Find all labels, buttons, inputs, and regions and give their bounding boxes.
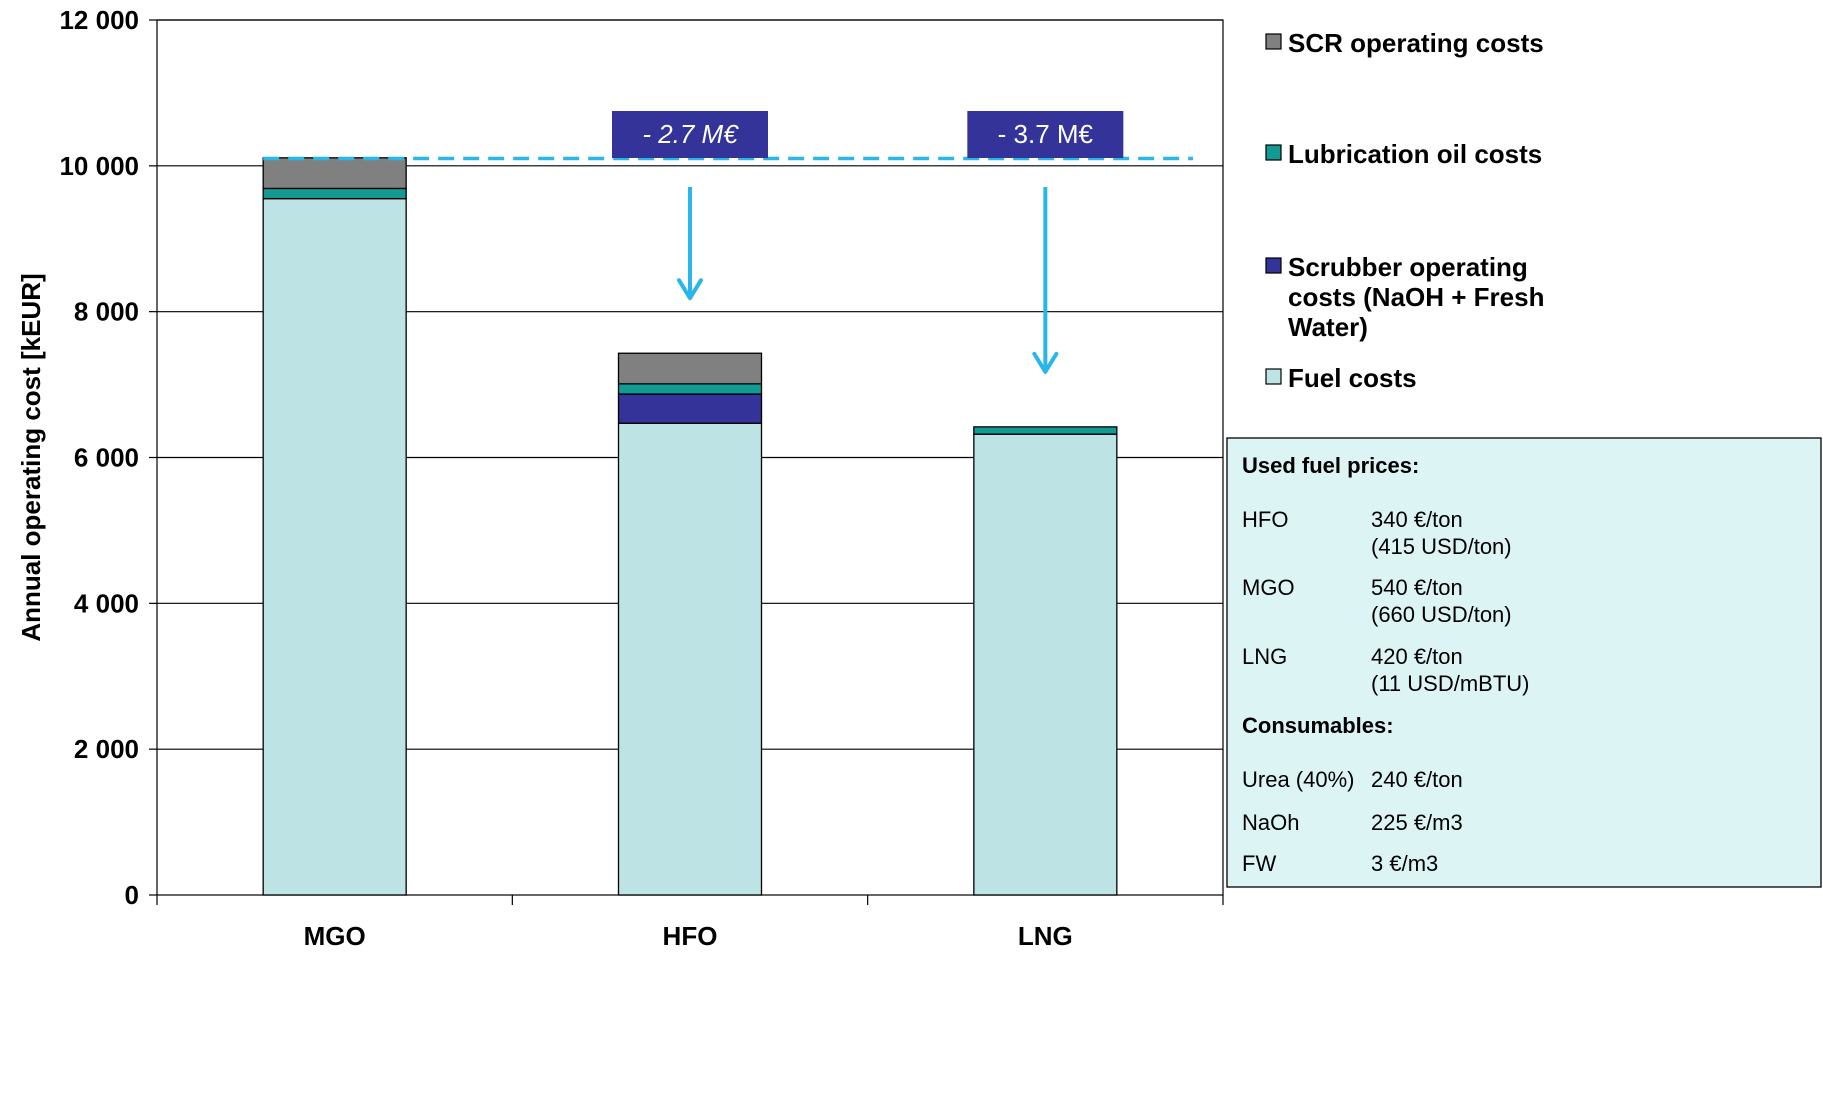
bar-segment [262, 157, 407, 190]
legend-label: Fuel costs [1288, 363, 1417, 393]
x-category-label: MGO [304, 921, 366, 951]
info-heading-fuel: Used fuel prices: [1242, 453, 1419, 478]
consumable-price: 3 €/m3 [1371, 851, 1438, 876]
y-tick-label: 0 [125, 880, 139, 910]
bar-segment [617, 352, 763, 385]
fuel-price: 540 €/ton [1371, 575, 1463, 600]
x-category-label: HFO [663, 921, 718, 951]
savings-label: - 2.7 M€ [642, 119, 739, 149]
fuel-name: HFO [1242, 507, 1288, 532]
y-tick-label: 8 000 [74, 297, 139, 327]
consumable-name: FW [1242, 851, 1276, 876]
legend-label: Scrubber operating [1288, 252, 1528, 282]
bar-segment [617, 422, 763, 896]
legend-swatch [1265, 257, 1282, 274]
consumable-price: 225 €/m3 [1371, 810, 1463, 835]
y-tick-label: 2 000 [74, 734, 139, 764]
bar-segment [262, 187, 407, 200]
fuel-price: 340 €/ton [1371, 507, 1463, 532]
fuel-price-usd: (11 USD/mBTU) [1371, 671, 1530, 696]
fuel-name: MGO [1242, 575, 1295, 600]
fuel-price-usd: (415 USD/ton) [1371, 534, 1512, 559]
info-box [1226, 437, 1822, 888]
bar-segment [973, 426, 1118, 435]
legend-label: SCR operating costs [1288, 28, 1544, 58]
fuel-price-usd: (660 USD/ton) [1371, 602, 1512, 627]
bar-segment [973, 433, 1118, 896]
y-axis-title: Annual operating cost [kEUR] [16, 273, 46, 641]
legend-label: costs (NaOH + Fresh [1288, 282, 1544, 312]
fuel-price: 420 €/ton [1371, 644, 1463, 669]
y-tick-label: 10 000 [59, 151, 139, 181]
legend-swatch [1265, 33, 1282, 50]
savings-box [612, 111, 768, 158]
savings-box [967, 111, 1124, 158]
bar-segment [617, 383, 763, 395]
bar-segment [617, 393, 763, 424]
consumable-name: Urea (40%) [1242, 767, 1354, 792]
consumable-name: NaOh [1242, 810, 1299, 835]
savings-arrowhead [677, 278, 703, 301]
savings-arrowhead [1032, 351, 1059, 374]
y-tick-label: 4 000 [74, 588, 139, 618]
savings-label: - 3.7 M€ [998, 119, 1094, 149]
y-tick-label: 6 000 [74, 443, 139, 473]
bar-segment [262, 197, 407, 896]
legend-label: Water) [1288, 312, 1368, 342]
fuel-name: LNG [1242, 644, 1287, 669]
legend-swatch [1265, 144, 1282, 161]
y-tick-label: 12 000 [59, 5, 139, 35]
legend-swatch [1265, 368, 1282, 385]
legend-label: Lubrication oil costs [1288, 139, 1542, 169]
consumable-price: 240 €/ton [1371, 767, 1463, 792]
info-heading-consumables: Consumables: [1242, 713, 1394, 738]
x-category-label: LNG [1018, 921, 1073, 951]
